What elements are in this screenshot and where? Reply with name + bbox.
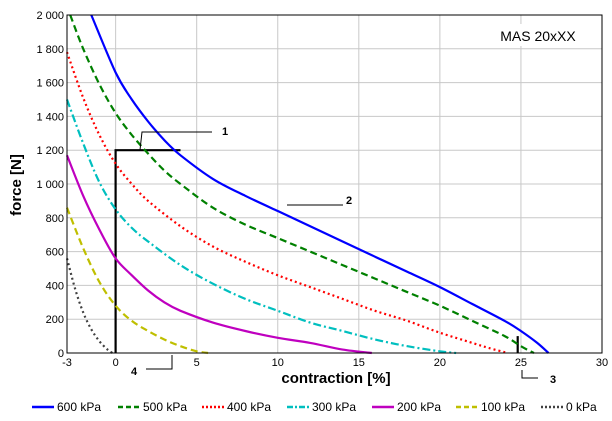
- annotation-leader: [139, 131, 212, 151]
- series-curves: [65, 14, 550, 355]
- y-tick-label: 1 200: [36, 145, 64, 157]
- x-tick-label: 15: [353, 357, 365, 369]
- y-tick-label: 1 800: [36, 44, 64, 56]
- plot-frame: [66, 14, 603, 354]
- annotation-leader: [521, 370, 538, 379]
- x-tick-label: 10: [272, 357, 284, 369]
- y-tick-label: 2 000: [36, 10, 64, 22]
- y-tick-label: 1 400: [36, 111, 64, 123]
- x-tick-label: 30: [596, 357, 608, 369]
- x-tick-label: 25: [515, 357, 527, 369]
- series-line-600-kpa: [90, 14, 550, 354]
- x-axis-label: contraction [%]: [281, 370, 390, 387]
- series-line-500-kpa: [69, 14, 535, 354]
- series-line-300-kpa: [65, 99, 457, 355]
- legend-label: 600 kPa: [57, 400, 101, 414]
- y-tick-label: 200: [46, 314, 64, 326]
- legend-label: 300 kPa: [312, 400, 356, 414]
- y-tick-label: 400: [46, 280, 64, 292]
- legend-label: 0 kPa: [566, 400, 597, 414]
- x-tick-labels: -3 0 5 10 15 20 25 30: [62, 357, 608, 369]
- series-line-0-kpa: [65, 258, 114, 354]
- annotation-label: 3: [550, 374, 556, 386]
- legend-label: 400 kPa: [227, 400, 271, 414]
- y-tick-label: 0: [58, 348, 64, 360]
- y-tick-label: 600: [46, 247, 64, 259]
- model-label-box: [482, 24, 592, 46]
- legend-label: 500 kPa: [143, 400, 187, 414]
- legend-label: 200 kPa: [397, 400, 441, 414]
- series-line-400-kpa: [65, 51, 509, 355]
- series-line-200-kpa: [65, 154, 372, 355]
- work-range-line: [114, 149, 181, 353]
- y-tick-label: 800: [46, 213, 64, 225]
- grid-lines: [66, 14, 603, 354]
- y-axis-label: force [N]: [8, 154, 25, 216]
- annotation-label: 4: [131, 366, 138, 378]
- legend: 600 kPa 500 kPa 400 kPa 300 kPa 200 kPa 100 k…: [32, 400, 597, 414]
- y-tick-label: 1 600: [36, 78, 64, 90]
- y-tick-labels: 0 200 400 600 800 1 000 1 200 1 400 1 600 1 800 2 …: [36, 10, 64, 360]
- x-tick-label: 5: [194, 357, 200, 369]
- annotation-label: 2: [346, 195, 352, 207]
- y-tick-label: 1 000: [36, 179, 64, 191]
- work-range-lines: [114, 149, 519, 353]
- model-label: MAS 20xXX: [500, 28, 576, 44]
- x-tick-label: -3: [62, 357, 72, 369]
- x-tick-label: 0: [113, 357, 119, 369]
- annotation-label: 1: [222, 126, 228, 138]
- annotation-leader: [146, 355, 173, 370]
- x-tick-label: 20: [434, 357, 446, 369]
- annotations: 1 2 3 4: [131, 126, 556, 386]
- legend-label: 100 kPa: [481, 400, 525, 414]
